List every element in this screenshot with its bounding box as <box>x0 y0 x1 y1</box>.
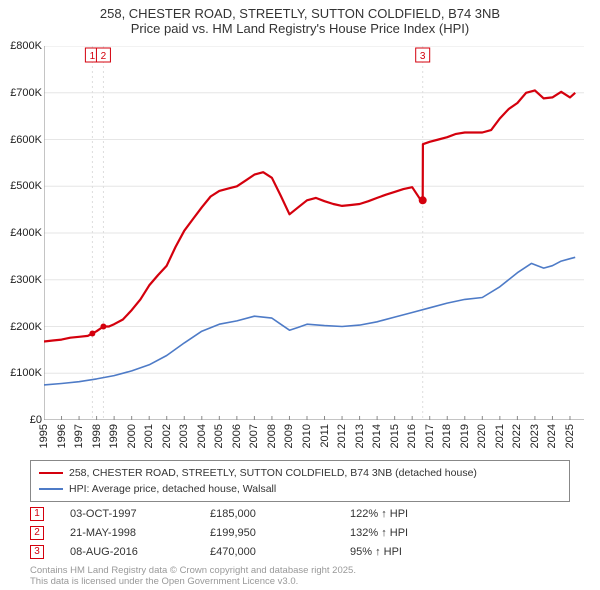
x-tick-label: 2013 <box>354 424 366 448</box>
x-tick-label: 2015 <box>389 424 401 448</box>
x-tick-label: 2002 <box>161 424 173 448</box>
marker-table-row: 2 21-MAY-1998£199,950132% ↑ HPI <box>30 523 570 542</box>
y-tick-label: £400K <box>10 227 42 239</box>
x-tick-label: 2016 <box>406 424 418 448</box>
x-tick-label: 1997 <box>73 424 85 448</box>
svg-text:1: 1 <box>90 51 96 62</box>
footer-attribution: Contains HM Land Registry data © Crown c… <box>30 566 356 588</box>
x-tick-label: 2003 <box>178 424 190 448</box>
x-tick-label: 2010 <box>301 424 313 448</box>
marker-price: £199,950 <box>210 527 350 539</box>
y-axis-labels: £0£100K£200K£300K£400K£500K£600K£700K£80… <box>0 46 44 420</box>
legend-label: HPI: Average price, detached house, Wals… <box>69 483 276 495</box>
chart-plot-area: 12 3 <box>44 46 584 420</box>
x-tick-label: 2017 <box>424 424 436 448</box>
marker-table-row: 3 08-AUG-2016£470,00095% ↑ HPI <box>30 542 570 561</box>
x-tick-label: 2011 <box>319 424 331 448</box>
svg-text:3: 3 <box>420 51 426 62</box>
y-tick-label: £500K <box>10 180 42 192</box>
y-tick-label: £800K <box>10 40 42 52</box>
chart-title: 258, CHESTER ROAD, STREETLY, SUTTON COLD… <box>0 0 600 38</box>
marker-number-box: 3 <box>30 545 44 559</box>
x-tick-label: 2005 <box>213 424 225 448</box>
x-tick-label: 2012 <box>336 424 348 448</box>
marker-table-row: 1 03-OCT-1997£185,000122% ↑ HPI <box>30 504 570 523</box>
x-tick-label: 2021 <box>494 424 506 448</box>
x-tick-label: 2009 <box>283 424 295 448</box>
marker-date: 03-OCT-1997 <box>70 508 210 520</box>
title-line-1: 258, CHESTER ROAD, STREETLY, SUTTON COLD… <box>10 6 590 21</box>
title-line-2: Price paid vs. HM Land Registry's House … <box>10 21 590 36</box>
x-tick-label: 2023 <box>529 424 541 448</box>
chart-svg: 12 3 <box>44 46 584 420</box>
marker-date: 21-MAY-1998 <box>70 527 210 539</box>
footer-line-2: This data is licensed under the Open Gov… <box>30 577 356 588</box>
x-tick-label: 2018 <box>441 424 453 448</box>
x-tick-label: 2006 <box>231 424 243 448</box>
marker-number-box: 1 <box>30 507 44 521</box>
x-tick-label: 2008 <box>266 424 278 448</box>
legend-swatch <box>39 472 63 475</box>
y-tick-label: £300K <box>10 274 42 286</box>
x-tick-label: 2007 <box>248 424 260 448</box>
marker-pct: 132% ↑ HPI <box>350 527 570 539</box>
x-tick-label: 2019 <box>459 424 471 448</box>
legend: 258, CHESTER ROAD, STREETLY, SUTTON COLD… <box>30 460 570 502</box>
x-tick-label: 2022 <box>511 424 523 448</box>
marker-number-box: 2 <box>30 526 44 540</box>
x-tick-label: 2004 <box>196 424 208 448</box>
x-tick-label: 2000 <box>126 424 138 448</box>
marker-table: 1 03-OCT-1997£185,000122% ↑ HPI 2 21-MAY-19… <box>30 504 570 561</box>
marker-pct: 95% ↑ HPI <box>350 546 570 558</box>
svg-text:2: 2 <box>101 51 107 62</box>
x-tick-label: 1996 <box>56 424 68 448</box>
marker-pct: 122% ↑ HPI <box>350 508 570 520</box>
x-tick-label: 2024 <box>546 424 558 448</box>
legend-label: 258, CHESTER ROAD, STREETLY, SUTTON COLD… <box>69 467 477 479</box>
y-tick-label: £600K <box>10 134 42 146</box>
legend-item: 258, CHESTER ROAD, STREETLY, SUTTON COLD… <box>39 465 561 481</box>
legend-item: HPI: Average price, detached house, Wals… <box>39 481 561 497</box>
y-tick-label: £100K <box>10 367 42 379</box>
x-tick-label: 2014 <box>371 424 383 448</box>
x-tick-label: 1999 <box>108 424 120 448</box>
x-tick-label: 2001 <box>143 424 155 448</box>
x-tick-label: 2020 <box>476 424 488 448</box>
marker-price: £185,000 <box>210 508 350 520</box>
x-tick-label: 2025 <box>564 424 576 448</box>
legend-swatch <box>39 488 63 490</box>
y-tick-label: £200K <box>10 321 42 333</box>
marker-price: £470,000 <box>210 546 350 558</box>
x-tick-label: 1995 <box>38 424 50 448</box>
x-tick-label: 1998 <box>91 424 103 448</box>
y-tick-label: £700K <box>10 87 42 99</box>
x-axis-labels: 1995199619971998199920002001200220032004… <box>44 420 584 460</box>
marker-date: 08-AUG-2016 <box>70 546 210 558</box>
